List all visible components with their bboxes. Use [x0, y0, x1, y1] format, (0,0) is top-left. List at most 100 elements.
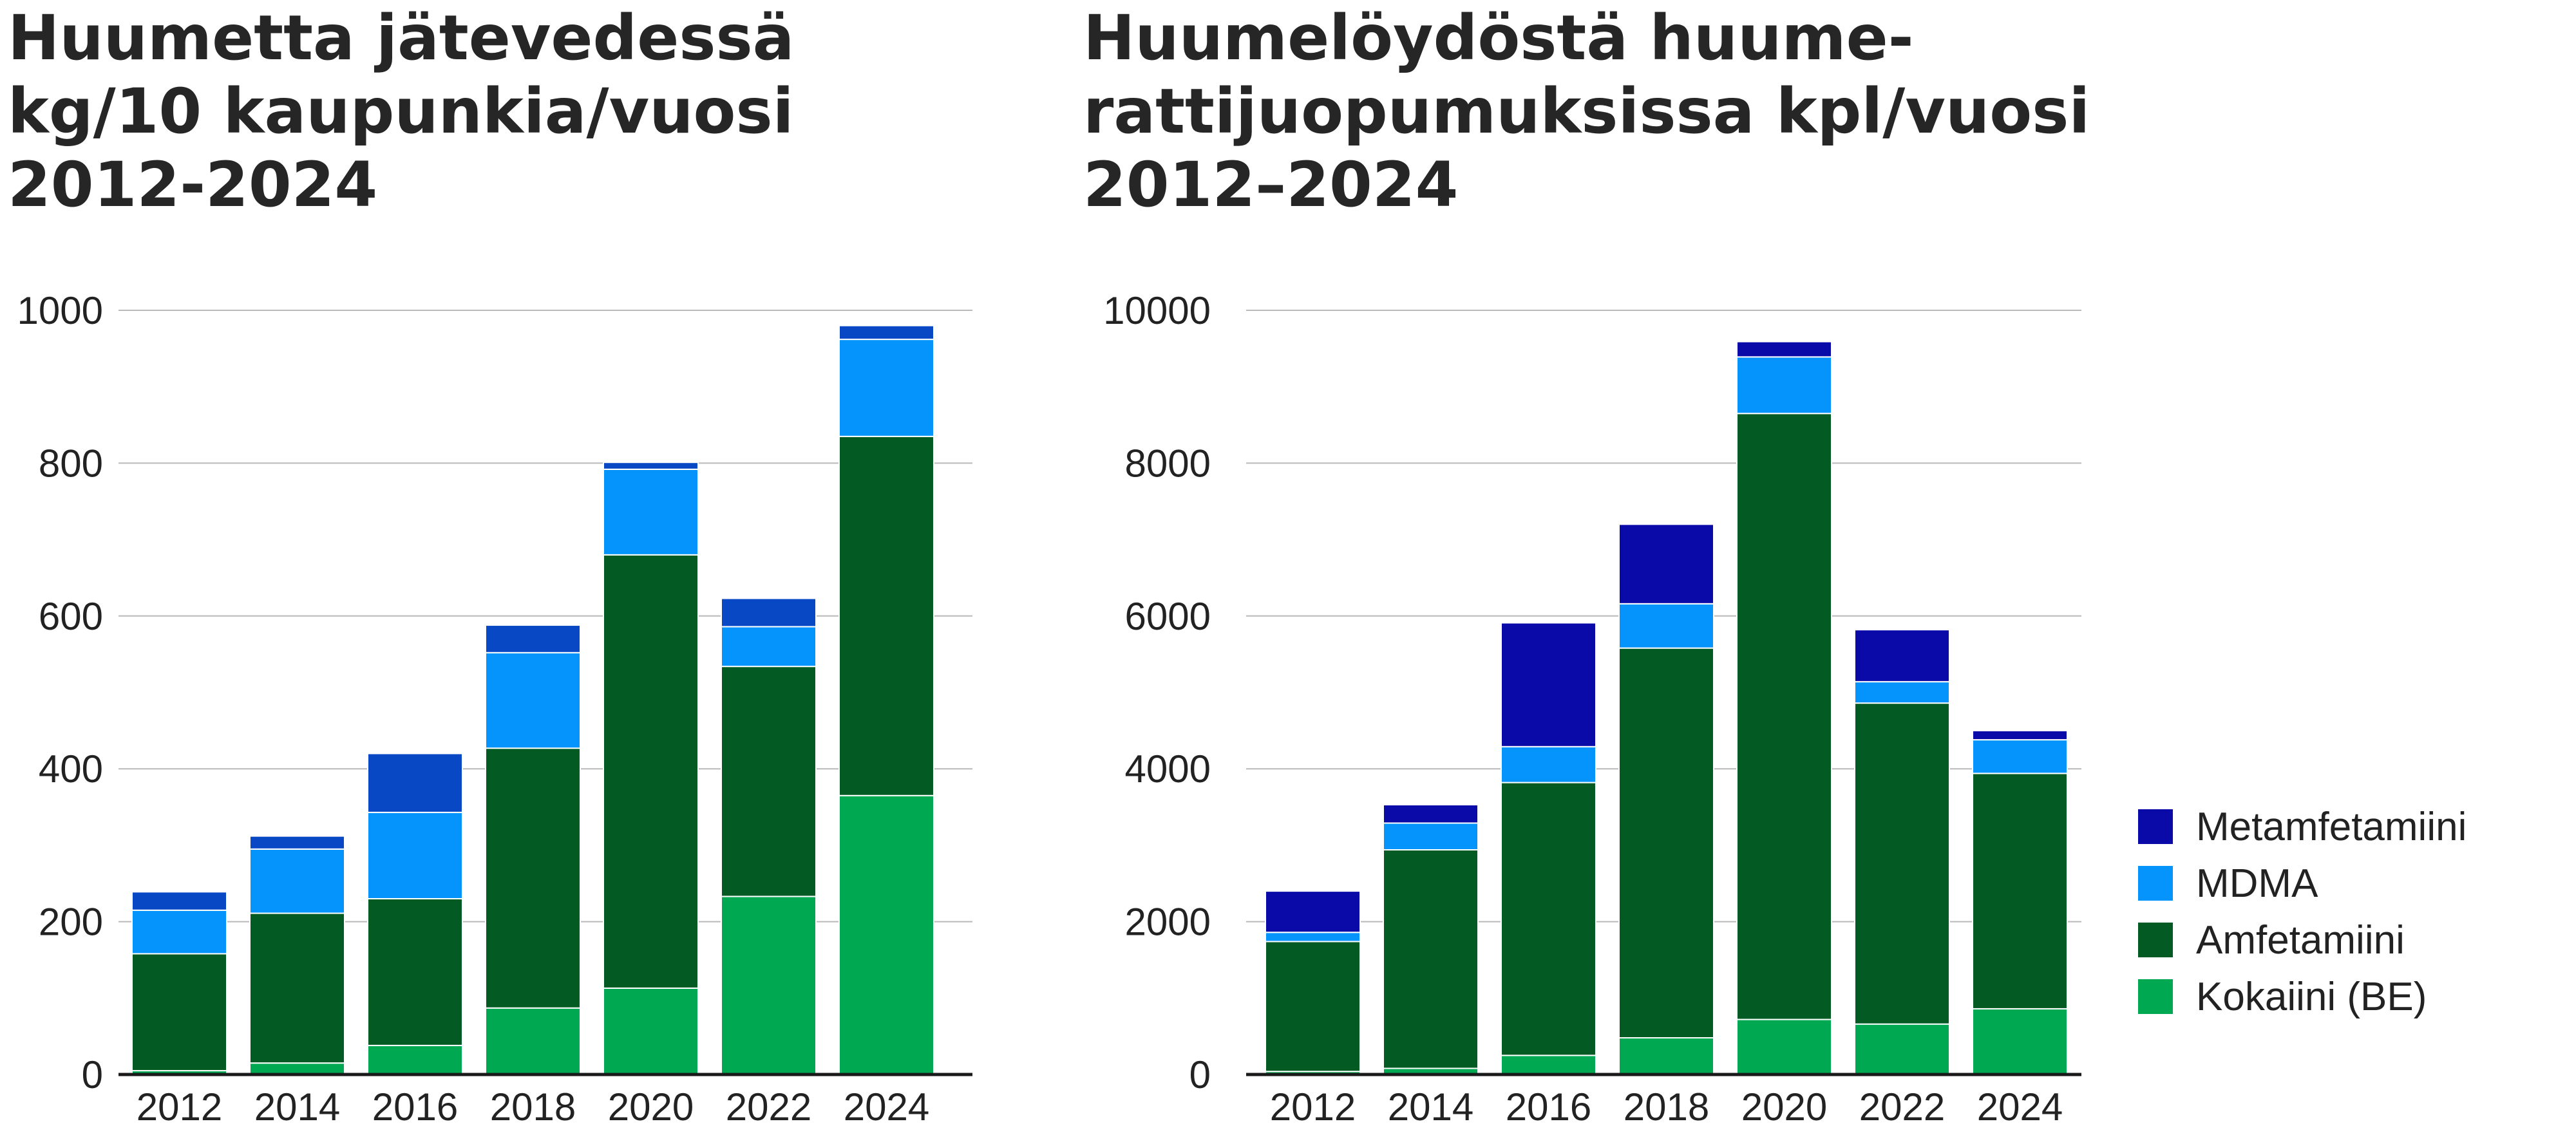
bar-segment-mdma	[1736, 356, 1832, 415]
x-tick-label: 2020	[1741, 1085, 1827, 1126]
y-tick-label: 0	[82, 1053, 103, 1096]
x-tick-label: 2024	[1977, 1085, 2063, 1126]
legend-swatch	[2138, 979, 2173, 1014]
legend-swatch	[2138, 809, 2173, 844]
bar-segment-kokaiini-be	[1618, 1037, 1714, 1076]
chart-title-left-line: kg/10 kaupunkia/vuosi	[8, 75, 794, 147]
bar-segment-metamfetamiini	[603, 462, 699, 470]
chart-left-wastewater: 0 200 400 600 800 1000 2012 2014 2016 2018 2020 202…	[17, 289, 972, 1126]
bar-segment-kokaiini-be	[838, 794, 934, 1075]
bar-segment-metamfetamiini	[1854, 629, 1950, 682]
y-tick-label: 6000	[1125, 595, 1211, 638]
legend-item-kokaiini: Kokaiini (BE)	[2138, 971, 2467, 1022]
bar-segment-amfetamiini	[1972, 773, 2068, 1009]
x-tick-label: 2018	[490, 1085, 576, 1126]
chart-title-left-line: 2012-2024	[8, 149, 378, 221]
bar-segment-mdma	[838, 339, 934, 437]
chart-title-left-line: Huumetta jätevedessä	[8, 2, 795, 74]
bar-segment-mdma	[1265, 932, 1361, 943]
chart-legend: Metamfetamiini MDMA Amfetamiini Kokaiini…	[2138, 802, 2467, 1028]
chart-title-right-line: 2012–2024	[1083, 149, 1459, 221]
bar-segment-metamfetamiini	[249, 835, 345, 850]
y-tick-label: 8000	[1125, 442, 1211, 485]
bar-segment-kokaiini-be	[603, 987, 699, 1076]
legend-item-amfetamiini: Amfetamiini	[2138, 915, 2467, 965]
bar-segment-kokaiini-be	[249, 1062, 345, 1075]
y-tick-label: 800	[39, 442, 103, 485]
bar-segment-mdma	[721, 626, 817, 668]
y-tick-label: 1000	[17, 289, 103, 332]
legend-swatch	[2138, 866, 2173, 901]
bar-segment-mdma	[249, 848, 345, 914]
y-tick-label: 200	[39, 901, 103, 944]
bar-segment-amfetamiini	[485, 747, 581, 1009]
chart-title-right: Huumelöydöstä huume- rattijuopumuksissa …	[1083, 1, 2090, 221]
bar-segment-amfetamiini	[249, 912, 345, 1064]
y-tick-label: 4000	[1125, 747, 1211, 791]
x-tick-label: 2018	[1624, 1085, 1709, 1126]
bar-segment-mdma	[1972, 739, 2068, 774]
bar-segment-metamfetamiini	[838, 324, 934, 341]
legend-item-mdma: MDMA	[2138, 858, 2467, 908]
bar-segment-metamfetamiini	[367, 753, 463, 813]
bar-segment-metamfetamiini	[721, 597, 817, 628]
bar-segment-mdma	[131, 909, 227, 955]
bar-segment-metamfetamiini	[1383, 803, 1479, 824]
x-tick-label: 2014	[254, 1085, 340, 1126]
chart-title-left: Huumetta jätevedessä kg/10 kaupunkia/vuo…	[8, 1, 794, 221]
bar-segment-amfetamiini	[1618, 647, 1714, 1039]
x-tick-label: 2012	[1270, 1085, 1356, 1126]
bar-segment-mdma	[485, 652, 581, 749]
bar-segment-kokaiini-be	[485, 1007, 581, 1075]
x-tick-label: 2012	[137, 1085, 222, 1126]
chart-right-driving-findings: 0 2000 4000 6000 8000 10000 2012 2014 2016 2018 20…	[1103, 289, 2081, 1126]
y-tick-label: 400	[39, 747, 103, 791]
bar-segment-metamfetamiini	[1501, 622, 1596, 747]
bar-segment-metamfetamiini	[1265, 890, 1361, 934]
legend-item-metamfetamiini: Metamfetamiini	[2138, 802, 2467, 852]
bar-segment-kokaiini-be	[1854, 1023, 1950, 1075]
bar-segment-mdma	[1383, 822, 1479, 851]
bar-segment-amfetamiini	[1265, 941, 1361, 1073]
x-tick-label: 2020	[608, 1085, 694, 1126]
bar-segment-mdma	[1501, 746, 1596, 784]
legend-label: Amfetamiini	[2196, 917, 2405, 962]
bar-segment-metamfetamiini	[1618, 523, 1714, 605]
bar-segment-kokaiini-be	[721, 896, 817, 1075]
chart-title-right-line: rattijuopumuksissa kpl/vuosi	[1083, 75, 2090, 147]
bar-segment-mdma	[603, 468, 699, 556]
chart-title-right-line: Huumelöydöstä huume-	[1083, 2, 1914, 74]
x-tick-label: 2016	[372, 1085, 458, 1126]
bar-segment-mdma	[1854, 680, 1950, 704]
bar-segment-amfetamiini	[1383, 849, 1479, 1069]
bar-segment-amfetamiini	[1736, 413, 1832, 1020]
bar-segment-amfetamiini	[603, 554, 699, 989]
bar-segment-amfetamiini	[838, 435, 934, 796]
y-tick-label: 0	[1189, 1053, 1211, 1096]
bar-segment-kokaiini-be	[367, 1044, 463, 1076]
bar-segment-metamfetamiini	[1736, 341, 1832, 358]
legend-label: Kokaiini (BE)	[2196, 974, 2427, 1019]
bar-segment-amfetamiini	[131, 953, 227, 1072]
x-tick-label: 2022	[1859, 1085, 1945, 1126]
y-tick-label: 600	[39, 595, 103, 638]
x-tick-label: 2022	[726, 1085, 811, 1126]
y-tick-label: 10000	[1103, 289, 1211, 332]
x-tick-label: 2024	[844, 1085, 929, 1126]
bar-segment-metamfetamiini	[1972, 729, 2068, 741]
bar-segment-mdma	[1618, 603, 1714, 649]
bar-segment-kokaiini-be	[1736, 1018, 1832, 1076]
bar-segment-mdma	[367, 811, 463, 899]
legend-label: MDMA	[2196, 861, 2318, 906]
y-tick-label: 2000	[1125, 901, 1211, 944]
legend-swatch	[2138, 923, 2173, 957]
bar-segment-kokaiini-be	[1972, 1008, 2068, 1075]
bar-segment-metamfetamiini	[131, 891, 227, 911]
bar-segment-amfetamiini	[721, 666, 817, 897]
bar-segment-kokaiini-be	[1501, 1055, 1596, 1075]
bar-segment-amfetamiini	[1854, 702, 1950, 1025]
x-tick-label: 2016	[1506, 1085, 1591, 1126]
legend-label: Metamfetamiini	[2196, 804, 2467, 849]
bar-segment-metamfetamiini	[485, 624, 581, 653]
